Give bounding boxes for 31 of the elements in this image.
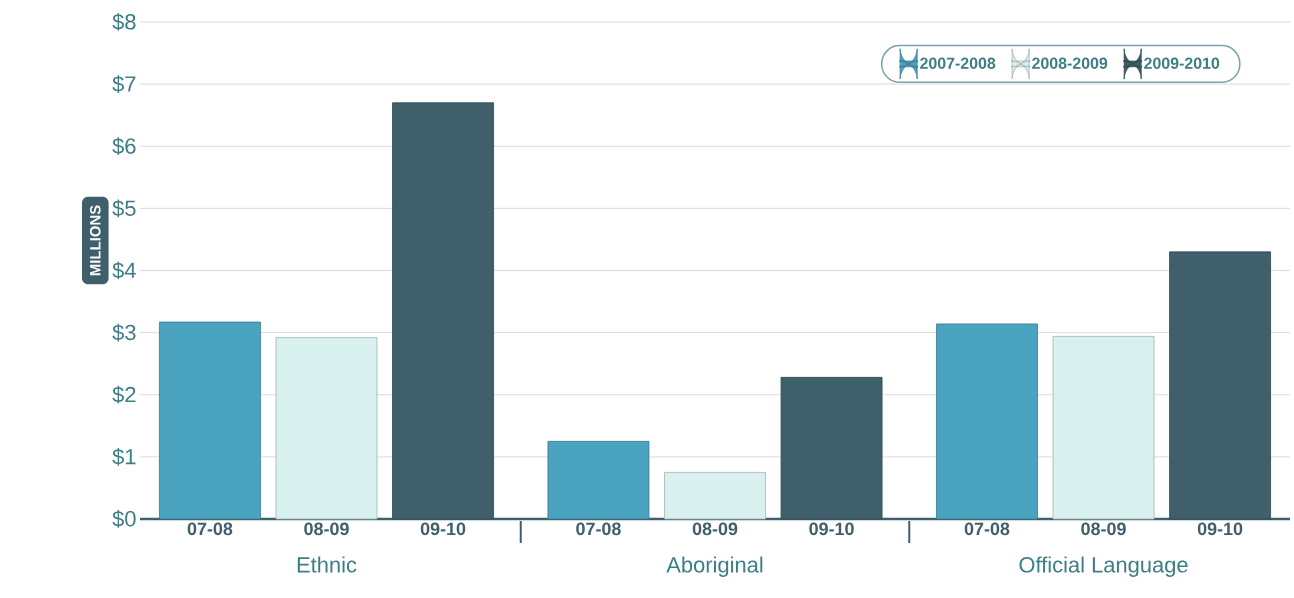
x-tick-label: Ethnic — [297, 556, 357, 573]
y-tick-label: $2 — [112, 385, 136, 404]
y-tick-label: $1 — [112, 447, 136, 466]
x-tick-label: Aboriginal — [666, 556, 763, 577]
y-tick-label: $6 — [112, 137, 136, 156]
y-tick-label: $0 — [112, 510, 136, 528]
y-tick-label: $8 — [112, 13, 136, 31]
legend-label: 2009-2010 — [1144, 57, 1220, 69]
bar — [1052, 335, 1155, 520]
text: 09-10 — [1197, 522, 1243, 536]
y-tick-label: $7 — [112, 75, 136, 93]
y-tick-label: $3 — [112, 323, 136, 342]
text: 08-09 — [692, 522, 738, 536]
text: 08-09 — [304, 522, 349, 536]
y-tick-label: $4 — [112, 261, 136, 280]
legend-label: 2008-2009 — [1032, 57, 1108, 69]
text: 07-08 — [964, 522, 1010, 536]
y-tick-label: $5 — [112, 199, 136, 218]
text: 08-09 — [1081, 522, 1126, 536]
text: 07-08 — [576, 522, 621, 536]
y-axis-title: MILLIONS — [90, 205, 101, 276]
legend-label: 2007-2008 — [920, 57, 996, 69]
text: 07-08 — [187, 522, 233, 536]
x-tick-label: Official Language — [1019, 556, 1188, 577]
bar — [547, 440, 650, 520]
bar — [275, 337, 378, 520]
text: 09-10 — [420, 522, 466, 536]
bar — [936, 323, 1038, 520]
text: 09-10 — [809, 522, 854, 536]
bar — [664, 472, 766, 520]
bar — [159, 321, 261, 520]
